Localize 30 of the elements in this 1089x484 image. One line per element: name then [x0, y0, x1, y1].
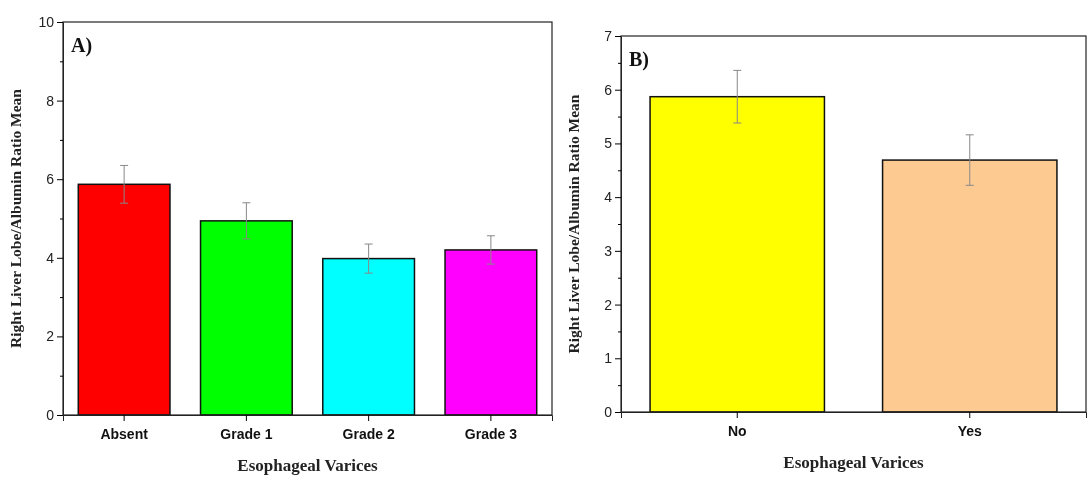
- y-tick-label: 2: [46, 328, 55, 345]
- x-tick-label: No: [727, 423, 747, 440]
- x-tick-label: Grade 3: [464, 426, 518, 443]
- y-tick-label: 8: [46, 92, 55, 109]
- y-tick-label: 5: [604, 135, 613, 152]
- bar: [444, 249, 538, 416]
- y-tick-label: 1: [604, 350, 613, 367]
- bar: [199, 220, 293, 416]
- y-tick-label: 0: [46, 406, 55, 423]
- x-tick-label: Grade 1: [220, 426, 273, 443]
- text: A): [71, 34, 93, 57]
- x-axis-title: Esophageal Varices: [783, 453, 925, 472]
- y-tick-label: 4: [46, 249, 55, 266]
- y-axis-title: Right Liver Lobe/Albumin Ratio Mean: [565, 94, 582, 354]
- bar: [77, 183, 171, 416]
- y-tick-label: 0: [604, 403, 613, 420]
- x-axis-title: Esophageal Varices: [237, 456, 379, 475]
- y-tick-label: 6: [46, 171, 55, 188]
- y-tick-label: 3: [604, 242, 613, 259]
- x-tick-label: Grade 2: [342, 426, 395, 443]
- y-axis-title: Right Liver Lobe/Albumin Ratio Mean: [7, 88, 24, 348]
- y-tick-label: 10: [38, 13, 55, 30]
- text: B): [629, 48, 649, 71]
- y-tick-label: 6: [604, 81, 613, 98]
- y-tick-label: 2: [604, 296, 613, 313]
- x-tick-label: Yes: [957, 423, 983, 440]
- x-tick-label: Absent: [100, 426, 149, 443]
- y-tick-label: 4: [604, 189, 613, 206]
- y-tick-label: 7: [604, 27, 613, 44]
- bar: [322, 257, 416, 416]
